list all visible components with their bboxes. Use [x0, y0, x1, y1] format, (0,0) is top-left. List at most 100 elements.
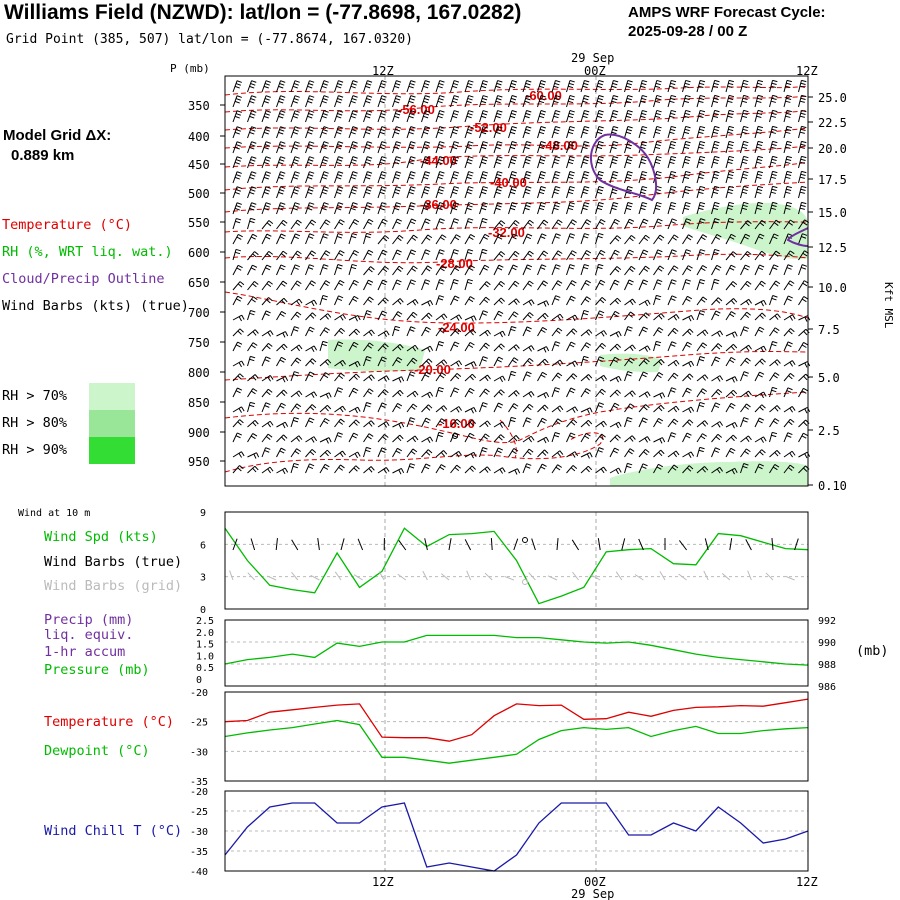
wind-barb	[247, 141, 257, 154]
wind-barb	[740, 109, 749, 123]
wind-barb	[624, 298, 636, 306]
wind-barb	[537, 156, 546, 169]
temp-contour-label: -52.00	[470, 120, 507, 135]
wind-barb	[450, 432, 460, 443]
wind-barb	[261, 420, 274, 428]
precip-tick-label: 1.5	[196, 640, 214, 651]
wind-barb	[711, 375, 724, 382]
wind-barb	[624, 326, 633, 337]
wind-barb	[754, 280, 766, 291]
barb-true	[424, 538, 428, 551]
wind-barb	[595, 330, 608, 337]
wind-barb	[566, 314, 579, 322]
wind-barb	[450, 387, 460, 398]
wind-barb	[319, 359, 332, 367]
wind-barb	[522, 110, 532, 123]
wind-barb	[319, 186, 329, 199]
wind-barb	[247, 433, 258, 443]
wind-barb	[580, 233, 590, 245]
calm-grid	[522, 579, 528, 585]
wind-barb	[334, 141, 344, 154]
wind-barb	[305, 250, 317, 261]
wind-barb	[508, 434, 520, 443]
wind-barb	[551, 341, 561, 352]
wind-barb	[319, 463, 330, 474]
wind-barb	[392, 279, 402, 291]
wind-barb	[566, 328, 578, 337]
wind-barb	[566, 360, 579, 368]
wind-barb	[609, 447, 620, 458]
wind-barb	[667, 201, 677, 215]
wind-barb	[667, 94, 677, 108]
wind-barb	[537, 264, 547, 276]
wind-barb	[638, 265, 650, 276]
wind-barb	[754, 201, 764, 215]
wind-barb	[638, 109, 648, 123]
wind-barb	[493, 421, 506, 428]
wind-barb	[435, 265, 447, 276]
wind-barb	[711, 79, 720, 93]
wind-barb	[653, 449, 665, 458]
wind-barb	[493, 356, 504, 367]
wind-barb	[479, 356, 488, 367]
wind-barb	[464, 315, 477, 322]
temp-contour-label: -16.00	[438, 416, 475, 431]
wind-barb	[305, 449, 317, 458]
wind-barb	[334, 186, 344, 199]
wind-barb	[319, 141, 329, 154]
wind-barb	[595, 141, 604, 154]
wind-barb	[653, 249, 663, 261]
wind-barb	[435, 218, 445, 230]
wind-barb	[624, 403, 635, 413]
cloud-outline	[590, 133, 809, 247]
wind-barb	[725, 422, 738, 429]
wind-barb	[609, 279, 620, 291]
wind-barb	[450, 126, 460, 139]
wind-barb	[783, 185, 792, 199]
wind-barb	[247, 452, 260, 459]
wind-barb	[682, 373, 694, 382]
wind-barb	[754, 79, 764, 93]
wind-barb	[566, 95, 575, 108]
barb-grid	[721, 573, 731, 581]
wind-barb	[638, 463, 648, 474]
wind-barb	[464, 432, 475, 443]
wind-barb	[392, 218, 402, 230]
wind-barb	[769, 418, 780, 428]
wind-barb	[725, 233, 736, 245]
wind-barb	[464, 218, 474, 230]
wind-barb	[363, 401, 372, 413]
wind-barb	[624, 416, 633, 428]
wind-barb	[769, 140, 778, 154]
wind-barb	[798, 280, 809, 291]
wind-barb	[319, 327, 330, 337]
wind-barb	[377, 80, 387, 93]
wind-barb	[464, 234, 476, 245]
wind-barb	[711, 330, 724, 337]
wind-barb	[725, 402, 736, 413]
wind-barb	[740, 403, 751, 413]
wind-barb	[363, 141, 373, 154]
wind-barb	[363, 374, 375, 382]
wind-barb	[522, 186, 532, 199]
wind-barb	[363, 110, 373, 123]
wind-barb	[754, 345, 767, 353]
wind-barb	[392, 110, 402, 123]
wind-barb	[319, 219, 331, 230]
main-axes: 350 400 450 500 550 600 650 700 750 800 850 900 950 2…	[170, 51, 895, 493]
wind-barb	[522, 264, 533, 276]
wind-barb	[464, 141, 474, 154]
barb-grid	[310, 574, 320, 581]
wind-barb	[377, 447, 387, 458]
wind-barb	[247, 374, 259, 382]
wind-barb	[435, 234, 447, 245]
wind-barb	[435, 156, 445, 169]
wind-barb	[667, 327, 679, 337]
wind-barb	[609, 297, 622, 306]
wind-barb	[348, 419, 360, 428]
wind-barb	[537, 95, 546, 108]
wind-barb	[566, 141, 575, 154]
wind-barb	[450, 156, 460, 169]
wind-barb	[464, 95, 474, 108]
